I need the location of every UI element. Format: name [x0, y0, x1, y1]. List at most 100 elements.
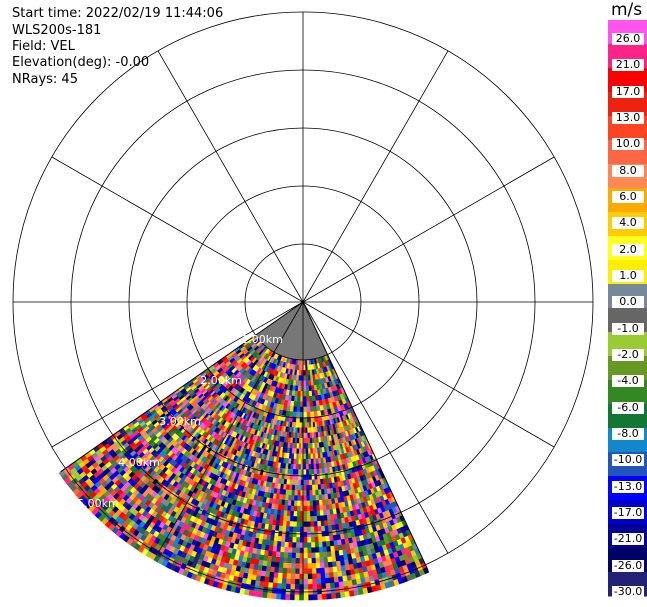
velocity-cell	[280, 593, 286, 600]
velocity-cell	[294, 584, 300, 590]
velocity-cell	[306, 516, 311, 523]
velocity-cell	[297, 469, 301, 475]
velocity-cell	[305, 448, 309, 455]
velocity-cell	[312, 594, 318, 601]
velocity-cell	[303, 500, 307, 507]
velocity-cell	[294, 594, 300, 601]
spoke-300	[51, 156, 304, 303]
colorbar-label: 21.0	[612, 59, 644, 72]
colorbar-label: -2.0	[612, 349, 644, 361]
velocity-cell	[303, 505, 307, 512]
velocity-cell	[315, 557, 320, 564]
velocity-cell	[303, 406, 307, 413]
velocity-cell	[313, 521, 318, 528]
velocity-cell	[303, 579, 309, 585]
velocity-cell	[307, 448, 311, 455]
velocity-cell	[297, 464, 302, 470]
velocity-cell	[330, 592, 337, 600]
velocity-cell	[324, 530, 330, 537]
velocity-cell	[283, 552, 289, 559]
velocity-cell	[303, 516, 308, 522]
velocity-cell	[272, 582, 278, 589]
velocity-cell	[283, 546, 289, 553]
velocity-cell	[309, 505, 314, 512]
ring-label-5: 5.00km	[77, 497, 119, 510]
velocity-cell	[308, 479, 313, 486]
velocity-cell	[293, 510, 298, 517]
velocity-cell	[311, 552, 316, 559]
velocity-cell	[284, 536, 290, 543]
velocity-cell	[298, 427, 302, 434]
velocity-cell	[277, 572, 283, 579]
velocity-cell	[277, 577, 283, 584]
velocity-cell	[311, 479, 315, 486]
velocity-cell	[332, 566, 338, 573]
velocity-cell	[314, 547, 320, 554]
velocity-cell	[296, 396, 301, 402]
velocity-cell	[289, 594, 295, 601]
velocity-cell	[307, 453, 311, 460]
velocity-cell	[307, 568, 313, 575]
velocity-cell	[305, 464, 309, 470]
velocity-cell	[291, 489, 295, 496]
velocity-cell	[290, 500, 295, 507]
velocity-cell	[294, 484, 298, 491]
spoke-60	[302, 156, 555, 303]
velocity-cell	[292, 516, 298, 522]
velocity-cell	[295, 458, 299, 465]
velocity-cell	[315, 505, 320, 512]
velocity-cell	[312, 510, 317, 517]
velocity-cell	[303, 485, 307, 491]
velocity-cell	[325, 582, 331, 590]
velocity-cell	[332, 571, 339, 578]
velocity-cell	[321, 536, 327, 543]
velocity-cell	[295, 469, 299, 476]
velocity-cell	[323, 556, 329, 564]
velocity-cell	[292, 526, 297, 533]
velocity-cell	[295, 453, 299, 460]
velocity-cell	[275, 593, 282, 600]
colorbar-label: 0.0	[612, 296, 644, 309]
velocity-cell	[324, 572, 330, 579]
velocity-cell	[296, 521, 301, 528]
velocity-cell	[287, 552, 293, 559]
velocity-cell	[293, 495, 298, 502]
velocity-cell	[311, 563, 317, 569]
velocity-cell	[305, 474, 310, 481]
velocity-cell	[297, 490, 301, 496]
velocity-cell	[318, 504, 324, 511]
velocity-cell	[303, 422, 306, 429]
velocity-cell	[298, 437, 302, 444]
velocity-cell	[335, 560, 341, 567]
colorbar-label: 4.0	[612, 217, 644, 230]
nrays-label: NRays: 45	[12, 72, 78, 87]
velocity-cell	[315, 494, 320, 501]
velocity-cell	[280, 541, 286, 548]
velocity-cell	[290, 568, 296, 575]
velocity-cell	[315, 568, 321, 574]
velocity-cell	[278, 557, 284, 564]
velocity-cell	[316, 510, 321, 517]
velocity-cell	[292, 536, 297, 543]
velocity-cell	[310, 536, 315, 543]
velocity-cell	[305, 380, 309, 387]
velocity-cell	[303, 401, 307, 408]
colorbar-label: 26.0	[612, 33, 644, 45]
velocity-cell	[303, 448, 306, 455]
velocity-cell	[303, 380, 307, 387]
velocity-cell	[287, 557, 292, 564]
velocity-cell	[305, 396, 310, 402]
velocity-cell	[303, 385, 307, 392]
velocity-cell	[309, 442, 313, 449]
velocity-cell	[298, 594, 304, 601]
velocity-cell	[296, 505, 301, 512]
velocity-cell	[307, 557, 312, 564]
velocity-cell	[307, 547, 312, 554]
velocity-cell	[329, 577, 335, 584]
velocity-cell	[287, 547, 293, 554]
velocity-cell	[327, 561, 333, 568]
velocity-cell	[316, 515, 321, 522]
velocity-cell	[315, 573, 321, 580]
colorbar-label: 8.0	[612, 164, 644, 177]
